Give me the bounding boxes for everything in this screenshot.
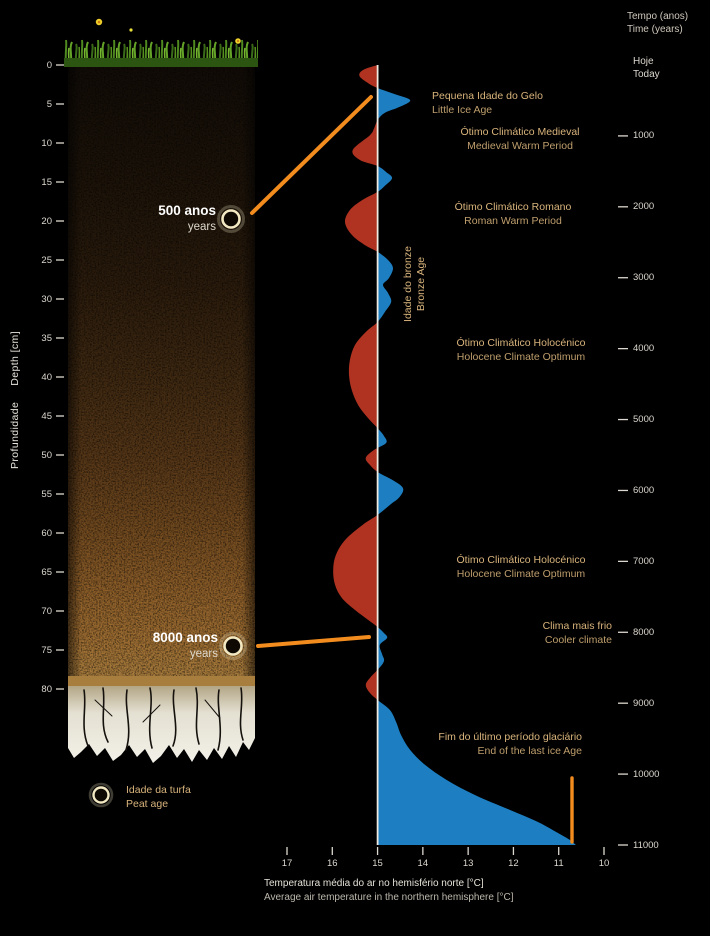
marker-label-500-sub: years: [187, 221, 216, 233]
cold-anomaly-area: [377, 88, 576, 845]
depth-tick-label: 45: [41, 410, 52, 422]
temp-tick-label: 17: [281, 858, 293, 869]
temp-tick-label: 16: [326, 858, 338, 869]
time-tick-label: 7000: [633, 555, 655, 567]
peat-root-cracks: [83, 687, 244, 751]
depth-tick-label: 65: [41, 566, 52, 578]
bronze-age-label-en: Bronze Age: [415, 256, 427, 312]
climate-annotation: Ótimo Climático Holocénico Holocene Clima…: [401, 554, 641, 581]
warm-anomaly-area: [333, 65, 378, 845]
core-marker-500: [217, 205, 245, 233]
marker-label-500: 500 anos years: [100, 203, 216, 235]
annotation-line-en: Holocene Climate Optimum: [456, 567, 586, 580]
orange-connectors: [250, 95, 574, 844]
climate-annotation: Ótimo Climático Romano Roman Warm Period: [393, 201, 633, 228]
time-axis-title-en: Time (years): [627, 24, 683, 35]
time-tick-label: 9000: [633, 697, 655, 709]
soil-core: [64, 18, 258, 763]
climate-annotation: Clima mais frio Cooler climate: [372, 620, 612, 647]
annotation-line-en: Roman Warm Period: [464, 214, 562, 227]
temp-axis-label-pt: Temperatura média do ar no hemisfério no…: [264, 878, 484, 889]
marker-label-8000-sub: years: [189, 648, 218, 660]
climate-annotation: Fim do último período glaciário End of th…: [342, 731, 582, 758]
depth-axis-label-pt: Profundidade: [9, 401, 21, 470]
peat-age-legend-label: Idade da turfa Peat age: [126, 783, 191, 811]
marker-label-500-main: 500 anos: [158, 203, 216, 218]
bronze-age-label: Idade do bronze Bronze Age: [402, 246, 428, 322]
temp-tick-label: 13: [462, 858, 474, 869]
time-zero-pt: Hoje: [633, 56, 654, 67]
climate-annotation: Ótimo Climático Holocénico Holocene Clima…: [401, 337, 641, 364]
time-tick-label: 11000: [633, 839, 659, 851]
annotation-line-en: Medieval Warm Period: [467, 139, 573, 152]
time-tick-label: 8000: [633, 626, 655, 638]
depth-tick-label: 30: [41, 293, 52, 305]
peat-layer: [68, 686, 255, 763]
connector-500-line: [250, 95, 373, 215]
depth-tick-label: 40: [41, 371, 52, 383]
depth-axis-label: Profundidade Depth [cm]: [9, 331, 21, 469]
time-axis-title-pt: Tempo (anos): [627, 11, 689, 22]
time-axis-title: Tempo (anos) Time (years): [627, 10, 688, 36]
depth-tick-label: 0: [46, 59, 52, 71]
peat-age-legend-marker: [88, 782, 114, 808]
time-tick-label: 1000: [633, 130, 655, 142]
grass-flowers: [95, 18, 241, 44]
annotation-line-pt: Ótimo Climático Holocénico: [456, 554, 586, 566]
climate-annotation: Ótimo Climático Medieval Medieval Warm Pe…: [400, 126, 640, 153]
time-zero-label: Hoje Today: [633, 55, 660, 81]
temperature-curve: [333, 65, 576, 845]
annotation-line-pt: Ótimo Climático Holocénico: [456, 337, 586, 349]
temp-tick-label: 10: [598, 858, 610, 869]
depth-tick-label: 55: [41, 488, 52, 500]
peat-age-legend-en: Peat age: [126, 798, 169, 810]
annotation-line-pt: Pequena Idade do Gelo: [432, 90, 543, 102]
annotation-line-en: Little Ice Age: [432, 103, 493, 116]
bronze-age-label-pt: Idade do bronze: [402, 246, 414, 322]
depth-tick-label: 50: [41, 449, 52, 461]
depth-tick-label: 60: [41, 527, 52, 539]
time-tick-label: 2000: [633, 201, 655, 213]
depth-tick-label: 80: [41, 683, 52, 695]
depth-axis-label-en: Depth [cm]: [9, 330, 21, 386]
time-tick-label: 4000: [633, 343, 655, 355]
annotation-line-pt: Ótimo Climático Medieval: [460, 126, 580, 138]
temp-tick-label: 15: [372, 858, 383, 869]
depth-tick-label: 75: [41, 644, 52, 656]
time-tick-label: 6000: [633, 484, 655, 496]
temp-tick-label: 11: [553, 858, 564, 869]
axis-ticks: [56, 64, 628, 855]
depth-tick-label: 10: [41, 137, 52, 149]
depth-tick-label: 35: [41, 332, 52, 344]
time-tick-label: 10000: [633, 768, 660, 780]
temp-axis-label-en: Average air temperature in the northern …: [264, 892, 514, 903]
climate-annotation: Pequena Idade do Gelo Little Ice Age: [432, 90, 543, 117]
connector-8000-line: [256, 635, 371, 648]
time-zero-en: Today: [633, 69, 660, 80]
temp-tick-label: 14: [417, 858, 429, 869]
marker-label-8000: 8000 anos years: [100, 630, 218, 662]
time-tick-label: 3000: [633, 272, 655, 284]
core-marker-8000: [219, 632, 247, 660]
temp-tick-label: 12: [508, 858, 519, 869]
time-tick-label: 5000: [633, 414, 655, 426]
annotation-line-en: Holocene Climate Optimum: [456, 350, 586, 363]
depth-tick-label: 5: [46, 98, 52, 110]
marker-label-8000-main: 8000 anos: [152, 630, 218, 645]
annotation-line-en: Cooler climate: [544, 633, 612, 646]
depth-tick-label: 70: [41, 605, 52, 617]
annotation-line-pt: Ótimo Climático Romano: [454, 201, 572, 213]
peat-age-legend-pt: Idade da turfa: [126, 784, 191, 796]
annotation-line-en: End of the last ice Age: [477, 744, 583, 757]
depth-tick-label: 25: [41, 254, 52, 266]
depth-tick-label: 20: [41, 215, 52, 227]
annotation-line-pt: Fim do último período glaciário: [438, 731, 582, 743]
temperature-axis-label: Temperatura média do ar no hemisfério no…: [264, 877, 514, 905]
depth-tick-label: 15: [41, 176, 52, 188]
annotation-line-pt: Clima mais frio: [542, 620, 612, 632]
